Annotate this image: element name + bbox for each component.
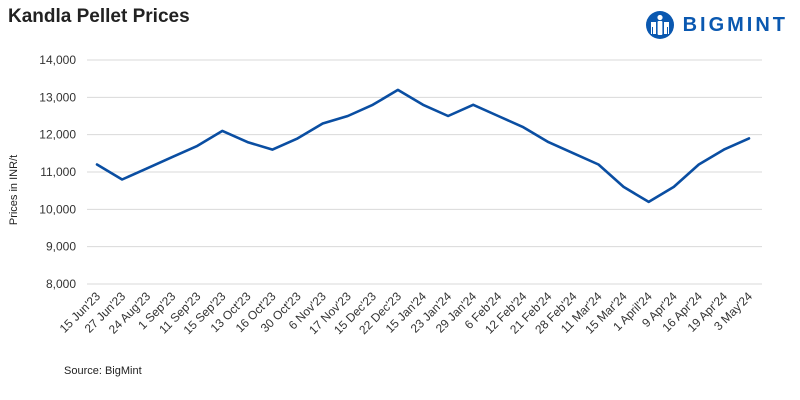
data-point xyxy=(547,141,550,144)
data-point xyxy=(572,152,575,155)
data-point xyxy=(96,163,98,166)
data-point xyxy=(296,137,299,140)
y-tick-label: 9,000 xyxy=(46,240,76,254)
y-tick-label: 8,000 xyxy=(46,277,76,291)
y-tick-label: 11,000 xyxy=(40,165,76,179)
data-point xyxy=(221,129,224,132)
brand-logo-icon xyxy=(645,11,674,39)
data-point xyxy=(497,115,500,117)
data-point xyxy=(271,148,274,151)
data-point xyxy=(321,122,324,125)
data-point xyxy=(196,144,199,147)
data-point xyxy=(647,200,650,203)
y-tick-label: 13,000 xyxy=(39,90,76,104)
brand-name: BIGMINT xyxy=(682,13,788,36)
data-point xyxy=(447,115,450,117)
data-point xyxy=(597,163,600,166)
data-point xyxy=(171,156,174,159)
brand-logo: BIGMINT xyxy=(645,8,788,42)
series-layer xyxy=(95,88,751,204)
data-point xyxy=(422,103,424,106)
data-point xyxy=(396,88,399,91)
data-point xyxy=(748,137,750,140)
data-point xyxy=(722,148,725,151)
data-point xyxy=(121,178,124,181)
data-point xyxy=(146,167,149,170)
y-tick-label: 12,000 xyxy=(39,128,76,142)
data-point xyxy=(697,163,700,166)
chart-title: Kandla Pellet Prices xyxy=(8,6,190,27)
gridlines xyxy=(87,59,762,285)
y-tick-label: 14,000 xyxy=(39,53,76,67)
data-point xyxy=(672,185,675,188)
y-axis-label: Prices in INR/t xyxy=(8,155,20,225)
y-axis: 8,000 9,000 10,000 11,000 12,000 13,000 14,000 xyxy=(39,53,76,291)
data-point xyxy=(622,185,625,188)
data-point xyxy=(246,141,249,144)
series-line xyxy=(95,88,751,204)
data-point xyxy=(346,115,349,117)
data-point xyxy=(371,103,374,106)
y-tick-label: 10,000 xyxy=(39,202,76,216)
data-point xyxy=(472,103,475,106)
data-point xyxy=(522,126,525,129)
source-note: Source: BigMint xyxy=(64,365,142,377)
